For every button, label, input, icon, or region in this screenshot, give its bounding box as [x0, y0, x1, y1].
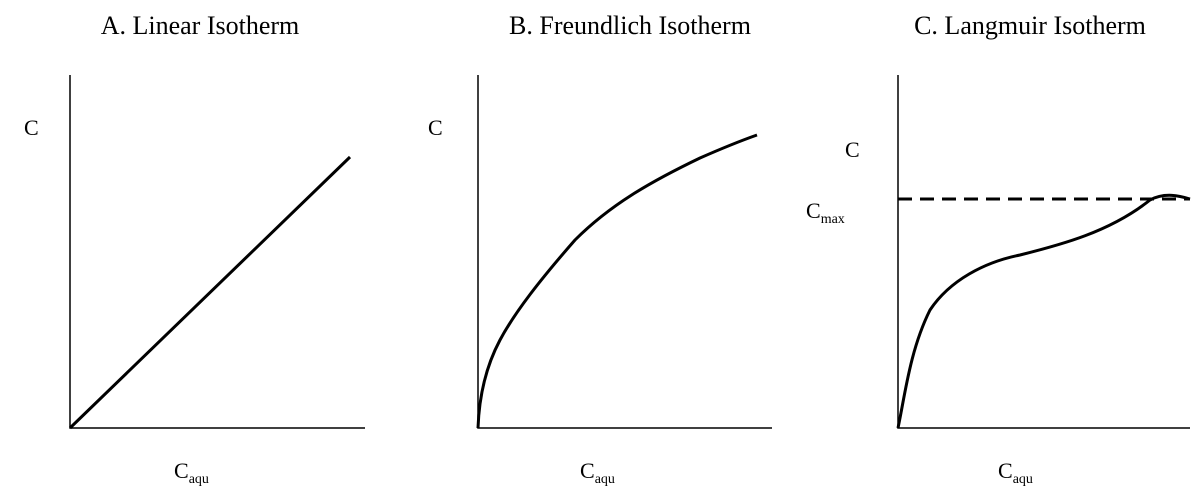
y-label: C — [845, 137, 860, 162]
isotherm-curve — [476, 133, 758, 429]
x-label-sub: aqu — [595, 472, 615, 487]
axes — [897, 75, 1190, 429]
axes — [69, 75, 365, 429]
max-label: Cmax — [806, 198, 845, 227]
panel-title: B. Freundlich Isotherm — [509, 11, 751, 40]
y-label: C — [428, 115, 443, 140]
max-label-sub: max — [821, 212, 845, 227]
x-label: Caqu — [580, 458, 615, 487]
x-label: Caqu — [174, 458, 209, 487]
axes — [477, 75, 772, 429]
x-label-base: C — [580, 458, 595, 483]
panel-title: C. Langmuir Isotherm — [914, 11, 1146, 40]
max-label-base: C — [806, 198, 821, 223]
x-label-sub: aqu — [1013, 472, 1033, 487]
x-label-base: C — [174, 458, 189, 483]
panel-title: A. Linear Isotherm — [101, 11, 300, 40]
isotherm-curve — [896, 193, 1191, 429]
x-label: Caqu — [998, 458, 1033, 487]
x-label-base: C — [998, 458, 1013, 483]
x-label-sub: aqu — [189, 472, 209, 487]
isotherm-line — [68, 155, 352, 430]
y-label: C — [24, 115, 39, 140]
